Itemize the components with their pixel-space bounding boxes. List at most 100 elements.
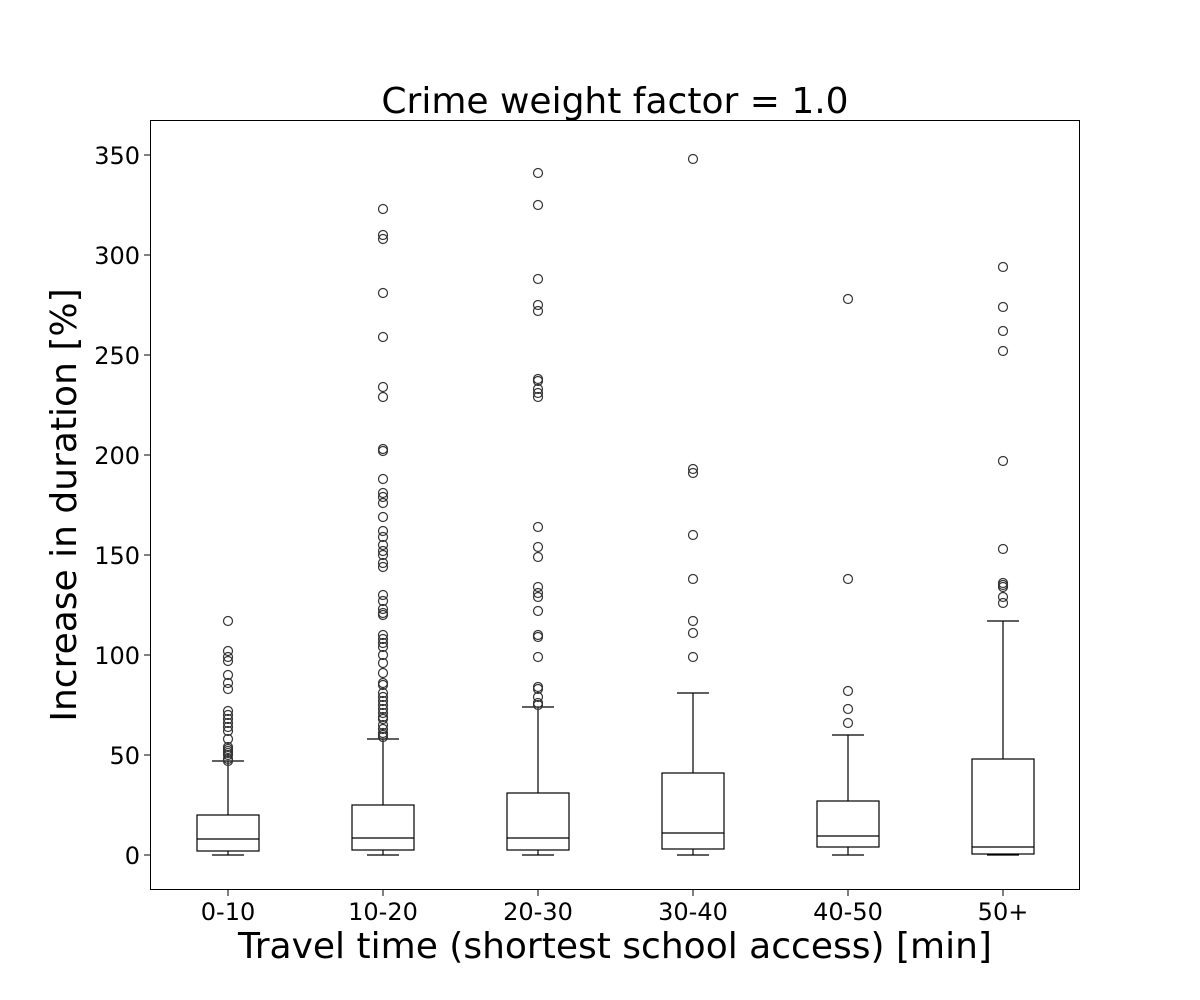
outlier-point [377,699,389,711]
outlier-point [377,695,389,707]
outlier-point [377,667,389,679]
outlier-point [377,687,389,699]
x-tick-label: 30-40 [658,898,728,926]
outlier-point [997,301,1009,313]
outlier-point [842,703,854,715]
box-group-30-40 [661,153,725,856]
outlier-point [377,525,389,537]
outlier-point [377,691,389,703]
outlier-point [377,703,389,715]
y-tick-label: 150 [94,542,140,570]
outlier-point [997,455,1009,467]
x-tick-label: 20-30 [503,898,573,926]
outlier-point [532,199,544,211]
y-axis-label: Increase in duration [%] [44,288,85,721]
outlier-point [532,521,544,533]
outlier-point [377,391,389,403]
outlier-point [377,229,389,241]
y-tick-label: 300 [94,242,140,270]
outlier-point [377,657,389,669]
outlier-point [377,637,389,649]
outlier-point [377,679,389,691]
x-axis-label: Travel time (shortest school access) [mi… [237,926,992,967]
outlier-point [377,381,389,393]
outlier-point [377,729,389,741]
outlier-point [222,733,234,745]
outlier-point [532,631,544,643]
outlier-point [532,697,544,709]
outlier-point [377,633,389,645]
outlier-point [377,539,389,551]
outlier-point [222,615,234,627]
outlier-point [222,705,234,717]
outlier-point [687,153,699,165]
outlier-point [377,707,389,719]
outlier-point [532,699,544,711]
outlier-point [377,491,389,503]
outlier-point [377,641,389,653]
y-tick-label: 0 [125,842,140,870]
outlier-point [842,685,854,697]
outlier-point [222,709,234,721]
outlier-point [222,669,234,681]
outlier-point [842,293,854,305]
outlier-point [997,261,1009,273]
y-tick-label: 100 [94,642,140,670]
outlier-point [997,579,1009,591]
outlier-point [377,203,389,215]
outlier-point [377,595,389,607]
outlier-point [377,629,389,641]
outlier-point [997,597,1009,609]
outlier-point [377,649,389,661]
outlier-point [377,723,389,735]
outlier-point [377,677,389,689]
outlier-point [377,511,389,523]
x-tick-label: 40-50 [813,898,883,926]
outlier-point [532,383,544,395]
outlier-point [997,543,1009,555]
outlier-point [532,681,544,693]
outlier-point [377,287,389,299]
outlier-point [222,645,234,657]
outlier-point [997,325,1009,337]
box-group-0-10 [196,615,260,856]
plot-frame [150,120,1080,890]
outlier-point [532,581,544,593]
outlier-point [222,677,234,689]
outlier-point [842,573,854,585]
outlier-point [532,651,544,663]
outlier-point [222,713,234,725]
outlier-point [222,717,234,729]
outlier-point [377,589,389,601]
x-tick-label: 50+ [978,898,1029,926]
outlier-point [997,345,1009,357]
outlier-point [532,391,544,403]
outlier-point [377,731,389,743]
outlier-point [532,273,544,285]
outlier-point [532,591,544,603]
outlier-point [532,587,544,599]
box-group-20-30 [506,167,570,856]
outlier-point [532,691,544,703]
iqr-box [351,804,415,851]
box-group-50+ [971,261,1035,856]
y-tick-label: 350 [94,142,140,170]
iqr-box [506,792,570,851]
outlier-point [687,651,699,663]
outlier-point [377,445,389,457]
box-group-40-50 [816,293,880,856]
iqr-box [661,772,725,850]
outlier-point [222,651,234,663]
outlier-point [687,627,699,639]
outlier-point [222,749,234,761]
outlier-point [222,683,234,695]
outlier-point [687,529,699,541]
outlier-point [532,683,544,695]
y-tick-label: 250 [94,342,140,370]
outlier-point [377,487,389,499]
outlier-point [222,721,234,733]
outlier-point [532,305,544,317]
iqr-box [196,814,260,852]
outlier-point [377,443,389,455]
outlier-point [997,591,1009,603]
